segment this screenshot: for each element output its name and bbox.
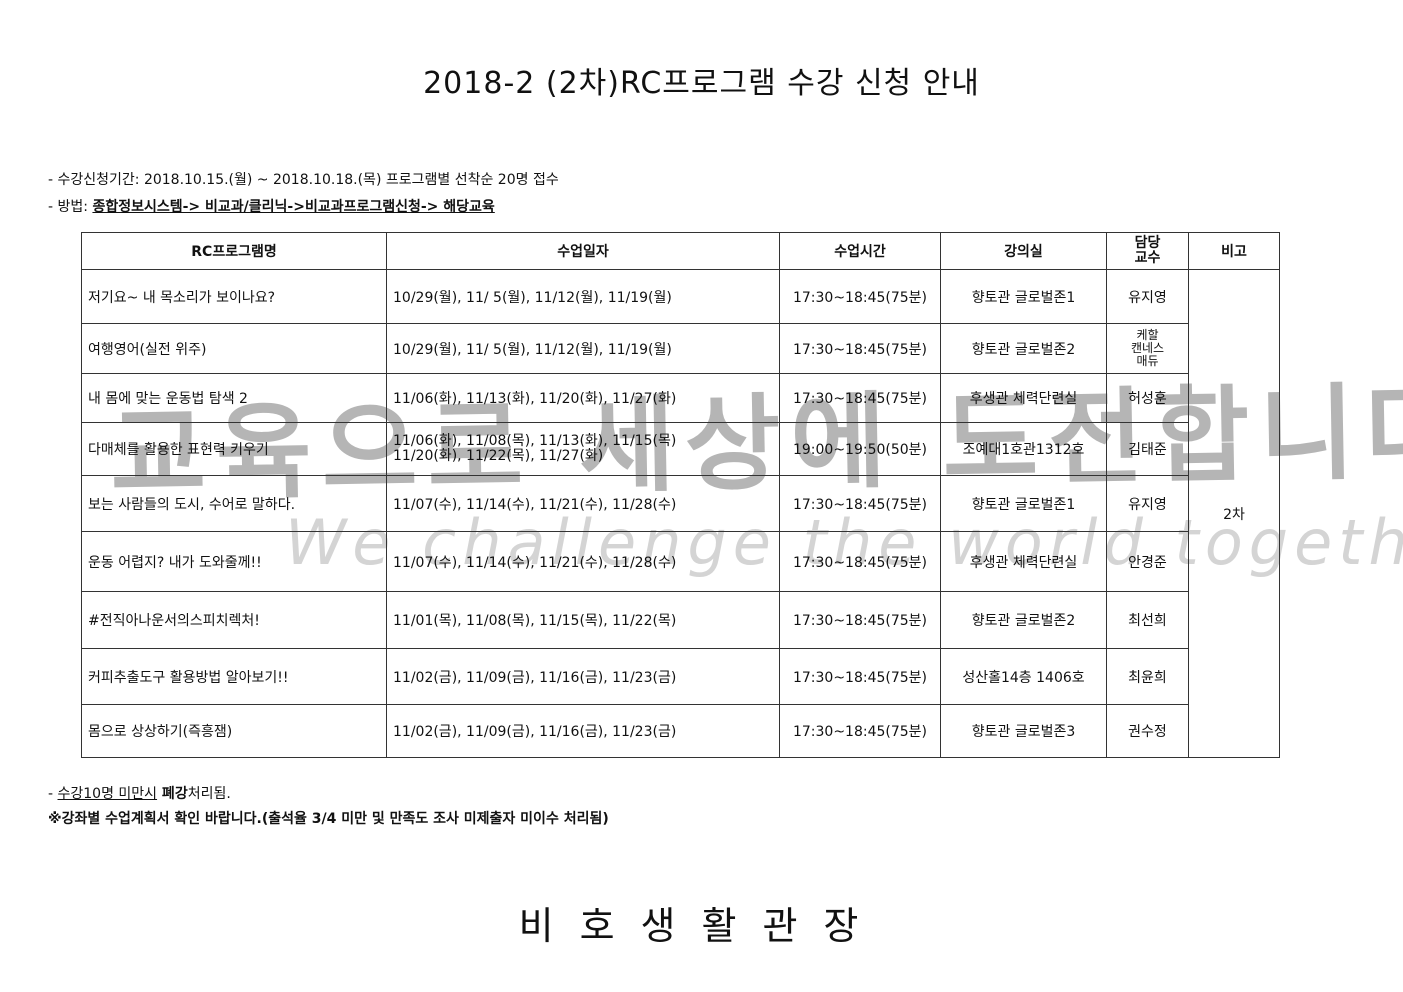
header-program-name: RC프로그램명	[81, 232, 387, 270]
class-time: 17:30~18:45(75분)	[779, 704, 941, 758]
dash: -	[48, 786, 58, 802]
table-row: 저기요~ 내 목소리가 보이나요? 10/29(월), 11/ 5(월), 11/…	[81, 269, 1280, 758]
table-row: 운동 어렵지? 내가 도와줄께!! 11/07(수), 11/14(수), 11/…	[81, 531, 1280, 592]
footer-signature: 비호생활관장	[518, 904, 885, 948]
class-dates: 11/02(금), 11/09(금), 11/16(금), 11/23(금)	[386, 704, 780, 758]
classroom: 향토관 글로벌존1	[940, 475, 1107, 532]
table-row: 몸으로 상상하기(즉흥잼) 11/02(금), 11/09(금), 11/16(금…	[81, 704, 1280, 758]
professor: 김태준	[1106, 422, 1189, 476]
table-header-row: RC프로그램명 수업일자 수업시간 강의실 담당 교수 비고	[81, 232, 1280, 270]
header-room: 강의실	[940, 232, 1107, 270]
program-name: 저기요~ 내 목소리가 보이나요?	[81, 269, 387, 324]
class-dates: 11/06(화), 11/08(목), 11/13(화), 11/15(목) 1…	[386, 422, 780, 476]
class-dates: 11/02(금), 11/09(금), 11/16(금), 11/23(금)	[386, 648, 780, 705]
professor: 안경준	[1106, 531, 1189, 592]
page-title: 2018-2 (2차)RC프로그램 수강 신청 안내	[423, 66, 980, 101]
processed-text: 처리됨.	[187, 786, 231, 802]
syllabus-note: ※강좌별 수업계획서 확인 바랍니다.(출석율 3/4 미만 및 만족도 조사 …	[48, 811, 609, 827]
class-time: 19:00~19:50(50분)	[779, 422, 941, 476]
class-dates: 10/29(월), 11/ 5(월), 11/12(월), 11/19(월)	[386, 269, 780, 324]
method-path: 종합정보시스템-> 비교과/클리닉->비교과프로그램신청-> 해당교육	[92, 199, 495, 215]
class-time: 17:30~18:45(75분)	[779, 648, 941, 705]
class-time: 17:30~18:45(75분)	[779, 269, 941, 324]
program-name: 보는 사람들의 도시, 수어로 말하다.	[81, 475, 387, 532]
professor: 최윤희	[1106, 648, 1189, 705]
class-dates: 11/06(화), 11/13(화), 11/20(화), 11/27(화)	[386, 373, 780, 423]
program-table: RC프로그램명 수업일자 수업시간 강의실 담당 교수 비고 저기요~ 내 목소…	[81, 232, 1280, 758]
remark-cell: 2차	[1188, 269, 1280, 758]
table-row: #전직아나운서의스피치렉처! 11/01(목), 11/08(목), 11/15(…	[81, 591, 1280, 649]
table-row: 커피추출도구 활용방법 알아보기!! 11/02(금), 11/09(금), 11…	[81, 648, 1280, 705]
table-row: 여행영어(실전 위주) 10/29(월), 11/ 5(월), 11/12(월),…	[81, 323, 1280, 374]
header-professor: 담당 교수	[1106, 232, 1189, 270]
classroom: 조예대1호관1312호	[940, 422, 1107, 476]
class-time: 17:30~18:45(75분)	[779, 475, 941, 532]
class-dates: 11/07(수), 11/14(수), 11/21(수), 11/28(수)	[386, 475, 780, 532]
program-name: 커피추출도구 활용방법 알아보기!!	[81, 648, 387, 705]
professor: 권수정	[1106, 704, 1189, 758]
application-method: - 방법: 종합정보시스템-> 비교과/클리닉->비교과프로그램신청-> 해당교…	[48, 196, 495, 216]
classroom: 후생관 체력단련실	[940, 531, 1107, 592]
classroom: 향토관 글로벌존2	[940, 591, 1107, 649]
program-name: 다매체를 활용한 표현력 키우기	[81, 422, 387, 476]
header-time: 수업시간	[779, 232, 941, 270]
class-time: 17:30~18:45(75분)	[779, 323, 941, 374]
class-dates: 10/29(월), 11/ 5(월), 11/12(월), 11/19(월)	[386, 323, 780, 374]
program-name: #전직아나운서의스피치렉처!	[81, 591, 387, 649]
professor: 최선희	[1106, 591, 1189, 649]
classroom: 향토관 글로벌존3	[940, 704, 1107, 758]
header-dates: 수업일자	[386, 232, 780, 270]
table-row: 보는 사람들의 도시, 수어로 말하다. 11/07(수), 11/14(수), …	[81, 475, 1280, 532]
header-remark: 비고	[1188, 232, 1280, 270]
method-label: - 방법:	[48, 199, 93, 215]
professor: 유지영	[1106, 475, 1189, 532]
class-time: 17:30~18:45(75분)	[779, 591, 941, 649]
class-dates: 11/07(수), 11/14(수), 11/21(수), 11/28(수)	[386, 531, 780, 592]
class-time: 17:30~18:45(75분)	[779, 531, 941, 592]
application-period: - 수강신청기간: 2018.10.15.(월) ~ 2018.10.18.(목…	[48, 172, 559, 188]
professor: 허성훈	[1106, 373, 1189, 423]
min-enrollment-note: - 수강10명 미만시 폐강처리됨.	[48, 783, 231, 803]
classroom: 후생관 체력단련실	[940, 373, 1107, 423]
professor: 케할 캔네스 매듀	[1106, 323, 1189, 374]
class-time: 17:30~18:45(75분)	[779, 373, 941, 423]
class-dates: 11/01(목), 11/08(목), 11/15(목), 11/22(목)	[386, 591, 780, 649]
classroom: 향토관 글로벌존1	[940, 269, 1107, 324]
classroom: 성산홀14층 1406호	[940, 648, 1107, 705]
program-name: 여행영어(실전 위주)	[81, 323, 387, 374]
cancellation-word: 폐강	[157, 786, 188, 802]
min-enrollment-condition: 수강10명 미만시	[57, 786, 158, 802]
classroom: 향토관 글로벌존2	[940, 323, 1107, 374]
program-name: 운동 어렵지? 내가 도와줄께!!	[81, 531, 387, 592]
program-name: 내 몸에 맞는 운동법 탐색 2	[81, 373, 387, 423]
program-name: 몸으로 상상하기(즉흥잼)	[81, 704, 387, 758]
table-row: 다매체를 활용한 표현력 키우기 11/06(화), 11/08(목), 11/1…	[81, 422, 1280, 476]
table-row: 내 몸에 맞는 운동법 탐색 2 11/06(화), 11/13(화), 11/2…	[81, 373, 1280, 423]
professor: 유지영	[1106, 269, 1189, 324]
